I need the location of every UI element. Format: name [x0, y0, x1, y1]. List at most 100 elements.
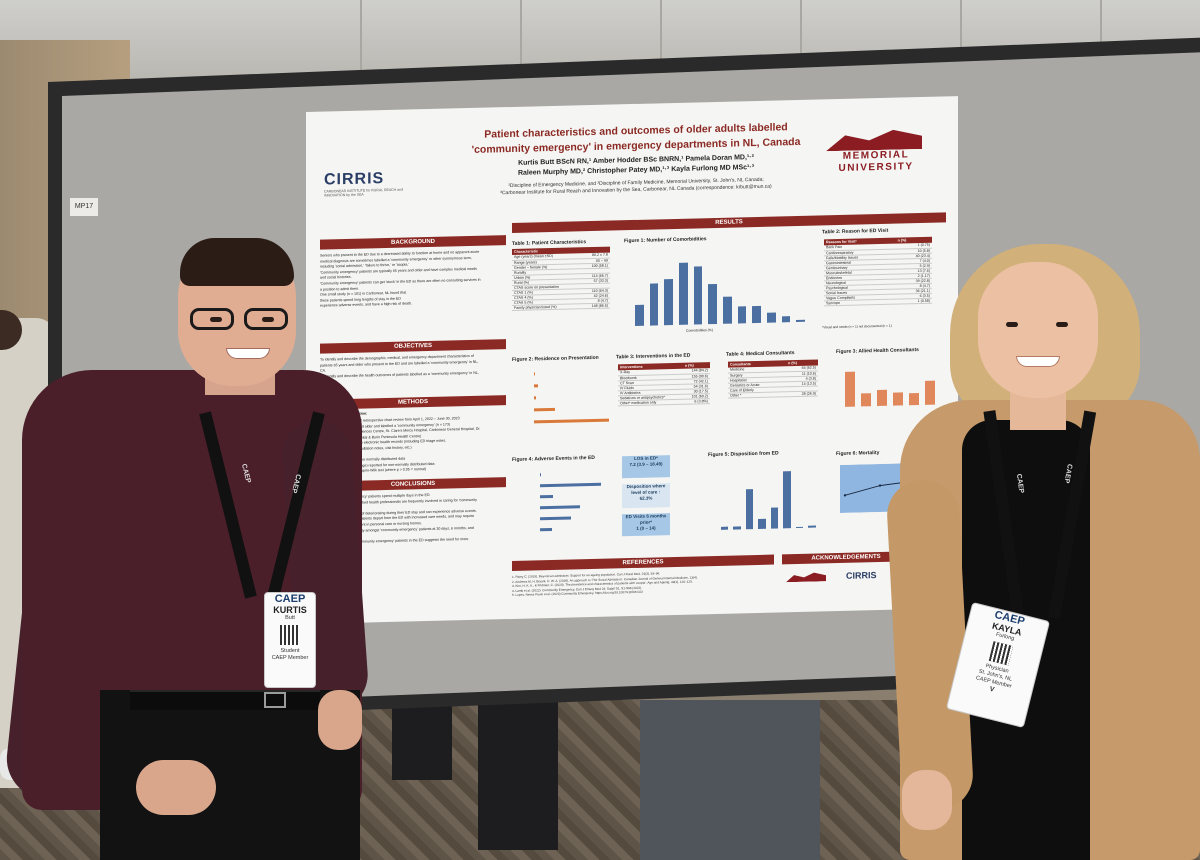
chart-bar: [649, 283, 659, 326]
chart-bar: [720, 527, 728, 530]
chart-bar: [664, 279, 674, 326]
figure-name: Mortality: [858, 449, 880, 457]
chart-bar: [634, 304, 644, 326]
figure2-title: Figure 2: Residence on Presentation: [512, 355, 599, 363]
table3-title: Table 3: Interventions in the ED: [616, 353, 690, 361]
chart-bar: [766, 312, 776, 323]
figure-label: Figure 3:: [836, 348, 858, 356]
ceiling-tile-edge: [660, 0, 662, 70]
table-cell: 6 (3.8%): [682, 398, 710, 404]
los-value: 7.2 (3.9 – 18.49): [629, 461, 663, 468]
background-text: Seniors who present to the ED due to a d…: [320, 249, 506, 309]
comorbidities-axis-label: Comorbidities (%): [686, 328, 713, 333]
table-label: Table 4:: [726, 351, 745, 358]
memorial-university-logo: MEMORIAL UNIVERSITY: [826, 127, 926, 175]
glasses-icon: [190, 308, 294, 332]
figure-label: Figure 6:: [836, 450, 858, 458]
chart-bar: [733, 525, 741, 530]
chart-bar: [770, 507, 778, 529]
chart-bar: [752, 306, 762, 324]
medical-consultants-table: Consultants n (%) Medicine 64 (62.5) Surgery…: [728, 359, 818, 398]
chart-bar: [722, 296, 732, 324]
reason-for-visit-table: Reasons for Visit* n (%) Back Pain 1 (0.75)…: [824, 236, 932, 306]
background-legs: [392, 700, 452, 780]
research-poster: CIRRIS CARBONEAR INSTITUTE for RURAL REA…: [306, 96, 958, 625]
qr-code-icon: [988, 641, 1014, 666]
ceiling-tile-edge: [360, 0, 362, 70]
woman-hand: [902, 770, 952, 830]
board-number-tag: MP17: [70, 198, 98, 216]
figure3-title: Figure 3: Allied Health Consultants: [836, 347, 919, 355]
table-cell: Syncope: [824, 298, 896, 306]
cirris-logo: CIRRIS CARBONEAR INSTITUTE for RURAL REA…: [324, 169, 424, 211]
table1-title: Table 1: Patient Characteristics: [512, 239, 586, 247]
cirris-footer-logo: CIRRIS: [846, 570, 877, 581]
interventions-table: Interventions n (%) X-Ray 144 (84.2) Bloodwo…: [618, 362, 710, 406]
chart-bar: [540, 473, 542, 477]
man-eye: [262, 317, 274, 322]
chart-bar: [693, 265, 703, 325]
chart-bar: [534, 418, 610, 424]
table-cell: Other *: [728, 391, 787, 398]
figure6-title: Figure 6: Mortality: [836, 450, 879, 457]
memorial-footer-logo: [786, 571, 830, 592]
ceiling-tile-edge: [520, 0, 522, 70]
adverse-events-chart: [540, 469, 610, 537]
chart-bar: [909, 393, 919, 406]
man-hair: [180, 238, 294, 286]
background-legs: [478, 700, 558, 850]
figure-label: Figure 2:: [512, 356, 534, 363]
chart-bar: [877, 389, 887, 407]
table-cell: Other* medication only: [618, 398, 683, 406]
chart-bar: [534, 395, 537, 400]
figure-label: Figure 5:: [708, 451, 730, 459]
badge-role: Student: [280, 648, 300, 654]
prior-visits-value: 1 (0 – 14): [636, 525, 656, 531]
mortality-point: [878, 484, 882, 487]
figure4-title: Figure 4: Adverse Events in the ED: [512, 455, 595, 463]
memorial-logo-word: UNIVERSITY: [838, 161, 914, 174]
figure-label: Figure 4:: [512, 456, 534, 463]
table-label: Table 1:: [512, 240, 531, 247]
table-label: Table 3:: [616, 353, 635, 361]
badge-first-name: KURTIS: [273, 605, 307, 615]
figure-label: Figure 1:: [624, 237, 646, 245]
chart-bar: [540, 505, 581, 510]
chart-bar: [745, 489, 753, 530]
chart-bar: [534, 371, 536, 376]
ceiling-tile-edge: [1100, 0, 1102, 70]
comorbidities-chart: [632, 250, 808, 326]
woman-smile: [1016, 356, 1060, 367]
figure-name: Number of Comorbidities: [646, 236, 707, 244]
references-text: 1. Patey C. (2019). Beyond an admission:…: [512, 569, 774, 598]
chart-bar: [540, 516, 571, 521]
glasses-lens: [190, 308, 234, 330]
chart-bar: [534, 383, 538, 388]
disposition-care-box: Disposition where level of care ↑ 62.3%: [622, 483, 670, 509]
chart-bar: [540, 483, 601, 488]
chart-bar: [758, 518, 766, 529]
table-label: Table 2:: [822, 228, 841, 236]
table2-note: *Visual and needs (n = 1) not documented…: [822, 323, 892, 330]
cirris-logo-tagline: CARBONEAR INSTITUTE for RURAL REACH and …: [324, 187, 404, 198]
objectives-heading: OBJECTIVES: [320, 339, 506, 354]
man-left-hand: [136, 760, 216, 815]
table-name: Reason for ED Visit: [841, 227, 889, 235]
figure5-title: Figure 5: Disposition from ED: [708, 450, 779, 458]
table-cell: 148 (86.5): [581, 302, 610, 309]
chart-bar: [534, 407, 556, 412]
disposition-value: 62.3%: [639, 495, 653, 501]
residence-chart: [534, 366, 614, 428]
chart-bar: [795, 526, 803, 529]
background-person-head: [0, 310, 22, 350]
figure-name: Allied Health Consultants: [858, 347, 919, 355]
allied-health-chart: [842, 365, 938, 407]
figure1-title: Figure 1: Number of Comorbidities: [624, 236, 707, 244]
belt-buckle: [264, 692, 286, 708]
chart-bar: [781, 316, 791, 323]
memorial-shield-icon: [826, 127, 922, 151]
background-legs-grey: [640, 700, 820, 860]
chart-bar: [708, 284, 718, 325]
ceiling-tile-edge: [800, 0, 802, 70]
glasses-lens: [244, 308, 288, 330]
